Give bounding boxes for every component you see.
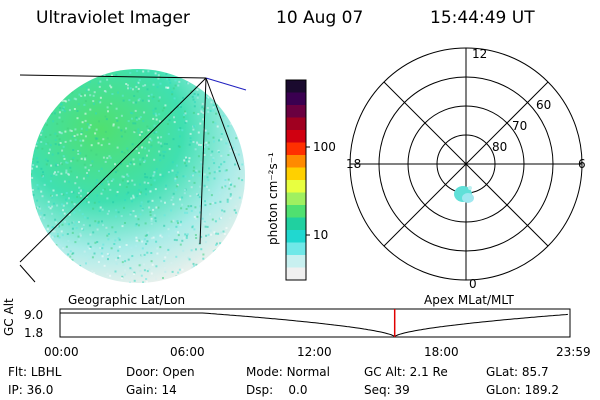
mlat-label-80: 80 — [492, 140, 508, 154]
timeline-xtick-1: 06:00 — [170, 345, 205, 359]
polar-plot — [349, 47, 583, 281]
colorbar-band — [286, 130, 306, 143]
colorbar-band — [286, 167, 306, 181]
info-door: Door: Open — [126, 365, 195, 379]
colorbar-band — [286, 142, 306, 156]
colorbar-band — [286, 117, 306, 131]
timeline-xtick-0: 00:00 — [44, 345, 79, 359]
colorbar-band — [286, 192, 306, 206]
projection-left-label: Geographic Lat/Lon — [68, 293, 186, 307]
info-seq: Seq: 39 — [364, 383, 410, 397]
colorbar — [285, 79, 310, 281]
colorbar-tick-10: 10 — [313, 228, 329, 242]
instrument-title: Ultraviolet Imager — [36, 8, 190, 28]
timeline-xtick-2: 12:00 — [297, 345, 332, 359]
info-gain: Gain: 14 — [126, 383, 177, 397]
colorbar-unit-label: photon cm⁻²s⁻¹ — [266, 152, 280, 245]
info-flt: Flt: LBHL — [8, 365, 62, 379]
colorbar-band — [286, 80, 306, 93]
time-label: 15:44:49 UT — [430, 8, 535, 28]
geographic-image — [19, 69, 247, 283]
colorbar-band — [286, 255, 306, 268]
altitude-timeline — [59, 308, 571, 338]
timeline-xtick-4: 23:59 — [556, 345, 591, 359]
timeline-ytick-max: 9.0 — [24, 308, 44, 322]
aurora-disk — [31, 69, 245, 283]
aurora-spot — [454, 186, 474, 203]
grid-line — [19, 264, 36, 283]
grid-line — [199, 77, 207, 245]
timeline-ylabel: GC Alt — [2, 298, 16, 336]
colorbar-band — [286, 92, 306, 106]
mlat-label-60: 60 — [536, 98, 552, 112]
colorbar-band — [286, 205, 306, 218]
timeline-xtick-3: 18:00 — [424, 345, 459, 359]
grid-line — [205, 77, 241, 171]
colorbar-tick-100: 100 — [313, 140, 336, 154]
mlt-label-6: 6 — [578, 157, 586, 171]
info-mode: Mode: Normal — [246, 365, 330, 379]
colorbar-band — [286, 267, 306, 281]
grid-line-blue — [205, 77, 247, 91]
mlt-label-18: 18 — [346, 157, 362, 171]
grid-line — [19, 77, 207, 263]
projection-right-label: Apex MLat/MLT — [424, 293, 514, 307]
mlt-label-0: 0 — [469, 277, 477, 291]
colorbar-band — [286, 230, 306, 243]
info-glon: GLon: 189.2 — [486, 383, 559, 397]
altitude-curve — [60, 312, 568, 337]
mlt-label-12: 12 — [472, 47, 488, 61]
mlat-label-70: 70 — [512, 119, 528, 133]
colorbar-band — [286, 242, 306, 256]
colorbar-band — [286, 180, 306, 193]
colorbar-band — [286, 217, 306, 231]
colorbar-band — [286, 155, 306, 168]
info-gc-alt: GC Alt: 2.1 Re — [364, 365, 448, 379]
info-ip: IP: 36.0 — [8, 383, 54, 397]
info-dsp: Dsp: 0.0 — [246, 383, 308, 397]
grid-line — [19, 74, 207, 79]
date-label: 10 Aug 07 — [276, 8, 364, 28]
colorbar-band — [286, 105, 306, 118]
info-glat: GLat: 85.7 — [486, 365, 549, 379]
timeline-ytick-min: 1.8 — [24, 326, 44, 340]
